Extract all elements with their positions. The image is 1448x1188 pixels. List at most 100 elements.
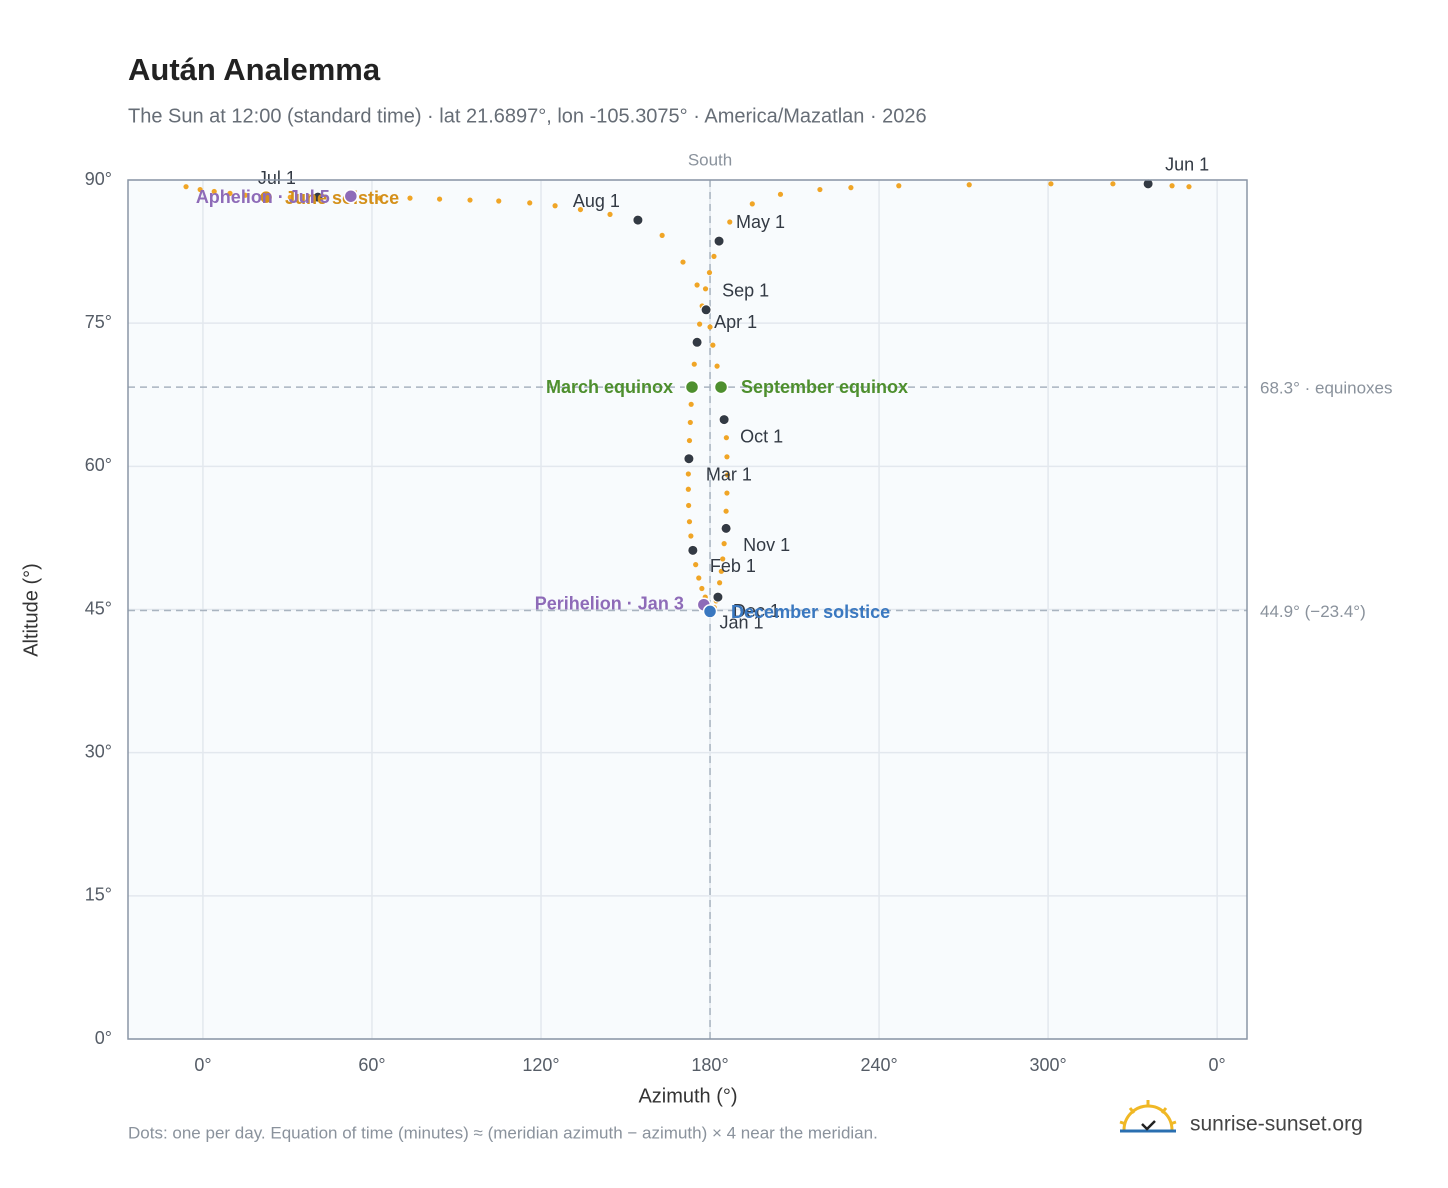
daily-dot bbox=[287, 194, 293, 200]
daily-dot bbox=[694, 282, 700, 288]
daily-dot bbox=[817, 186, 823, 193]
x-tick-label: 60° bbox=[358, 1055, 385, 1075]
daily-dot bbox=[1169, 183, 1175, 189]
event-label: Perihelion · Jan 3 bbox=[535, 593, 684, 613]
event-marker bbox=[343, 188, 359, 204]
month-marker bbox=[687, 544, 699, 556]
daily-dot bbox=[685, 471, 691, 477]
month-label: Jul 1 bbox=[258, 168, 296, 188]
month-label: Sep 1 bbox=[722, 281, 769, 301]
reference-label: 44.9° (−23.4°) bbox=[1260, 602, 1366, 621]
month-label: Mar 1 bbox=[706, 464, 752, 484]
daily-dot bbox=[688, 533, 694, 539]
daily-dot bbox=[227, 190, 233, 196]
daily-dot bbox=[467, 197, 473, 203]
daily-dot bbox=[697, 321, 703, 327]
daily-dot bbox=[848, 185, 854, 191]
reference-label: 68.3° · equinoxes bbox=[1260, 379, 1393, 398]
month-marker bbox=[718, 414, 730, 426]
month-label: Jan 1 bbox=[719, 612, 763, 632]
event-label: December solstice bbox=[731, 602, 890, 622]
daily-dot bbox=[718, 568, 724, 574]
daily-dot bbox=[197, 186, 203, 193]
event-marker bbox=[258, 189, 274, 205]
daily-dot bbox=[680, 259, 686, 265]
daily-dot bbox=[686, 437, 693, 444]
y-tick-label: 90° bbox=[85, 169, 112, 189]
daily-dot bbox=[211, 188, 217, 195]
month-label: Dec 1 bbox=[733, 601, 780, 621]
daily-dot bbox=[688, 401, 694, 407]
month-marker bbox=[720, 522, 732, 534]
daily-dot bbox=[242, 192, 248, 198]
daily-dot bbox=[711, 253, 717, 259]
x-tick-label: 300° bbox=[1029, 1055, 1066, 1075]
month-marker bbox=[683, 453, 695, 465]
event-marker bbox=[713, 379, 729, 395]
y-tick-label: 60° bbox=[85, 455, 112, 475]
daily-dot bbox=[699, 585, 705, 592]
month-marker bbox=[1142, 178, 1154, 190]
event-marker bbox=[684, 379, 700, 395]
month-label: May 1 bbox=[736, 212, 785, 232]
x-tick-label: 240° bbox=[860, 1055, 897, 1075]
daily-dot bbox=[696, 575, 702, 581]
month-marker bbox=[632, 214, 644, 226]
month-label: Feb 1 bbox=[710, 556, 756, 576]
daily-dot bbox=[1048, 181, 1054, 187]
daily-dot bbox=[607, 211, 613, 217]
event-label: June solstice bbox=[285, 188, 399, 208]
daily-dot bbox=[727, 219, 733, 225]
x-tick-label: 0° bbox=[194, 1055, 211, 1075]
daily-dot bbox=[687, 419, 693, 426]
plot-layer: Jan 1 Feb 1 Mar 1 Apr 1 May 1 Jun 1 Jul 1 Aug 1… bbox=[128, 155, 1247, 1040]
daily-dot bbox=[966, 182, 972, 188]
chart-subtitle: The Sun at 12:00 (standard time) · lat 2… bbox=[128, 105, 927, 127]
daily-dot bbox=[407, 195, 413, 201]
daily-dot bbox=[1186, 184, 1192, 190]
daily-dot bbox=[723, 508, 729, 514]
month-marker bbox=[713, 235, 725, 247]
daily-dot bbox=[717, 580, 723, 586]
daily-dot bbox=[552, 203, 558, 209]
daily-dot bbox=[436, 196, 443, 202]
daily-dot bbox=[693, 562, 699, 568]
daily-dot bbox=[377, 195, 383, 201]
y-tick-label: 15° bbox=[85, 885, 112, 905]
month-marker bbox=[691, 336, 703, 348]
daily-dot bbox=[577, 206, 584, 213]
x-tick-label: 180° bbox=[691, 1055, 728, 1075]
x-tick-label: 0° bbox=[1209, 1055, 1226, 1075]
daily-dot bbox=[706, 269, 713, 276]
month-label: Jun 1 bbox=[1165, 155, 1209, 175]
daily-dot bbox=[659, 232, 665, 238]
event-marker bbox=[702, 604, 718, 619]
daily-dot bbox=[1110, 181, 1116, 187]
month-label: Apr 1 bbox=[714, 312, 757, 332]
x-axis-label: Azimuth (°) bbox=[638, 1085, 737, 1107]
y-axis-label: Altitude (°) bbox=[20, 563, 42, 657]
event-label: September equinox bbox=[741, 377, 908, 397]
daily-dot bbox=[685, 486, 691, 492]
daily-dot bbox=[724, 454, 730, 460]
month-marker bbox=[712, 591, 724, 603]
daily-dot bbox=[183, 184, 189, 190]
daily-dot bbox=[714, 363, 720, 369]
logo-icon bbox=[1119, 1100, 1177, 1133]
month-label: Nov 1 bbox=[743, 535, 790, 555]
daily-dot bbox=[496, 198, 502, 204]
daily-dot bbox=[749, 201, 755, 207]
chart-title: Aután Analemma bbox=[128, 52, 381, 87]
daily-dot bbox=[686, 519, 693, 525]
y-tick-label: 75° bbox=[85, 312, 112, 332]
y-tick-label: 45° bbox=[85, 598, 112, 618]
footnote: Dots: one per day. Equation of time (min… bbox=[128, 1123, 878, 1142]
y-tick-label: 0° bbox=[95, 1028, 112, 1048]
month-label: Aug 1 bbox=[573, 191, 620, 211]
month-marker bbox=[700, 304, 712, 316]
month-marker bbox=[312, 191, 324, 203]
meridian-label: South bbox=[688, 150, 732, 169]
daily-dot bbox=[527, 200, 533, 206]
daily-dot bbox=[777, 191, 784, 197]
brand: sunrise-sunset.org bbox=[1190, 1113, 1363, 1136]
